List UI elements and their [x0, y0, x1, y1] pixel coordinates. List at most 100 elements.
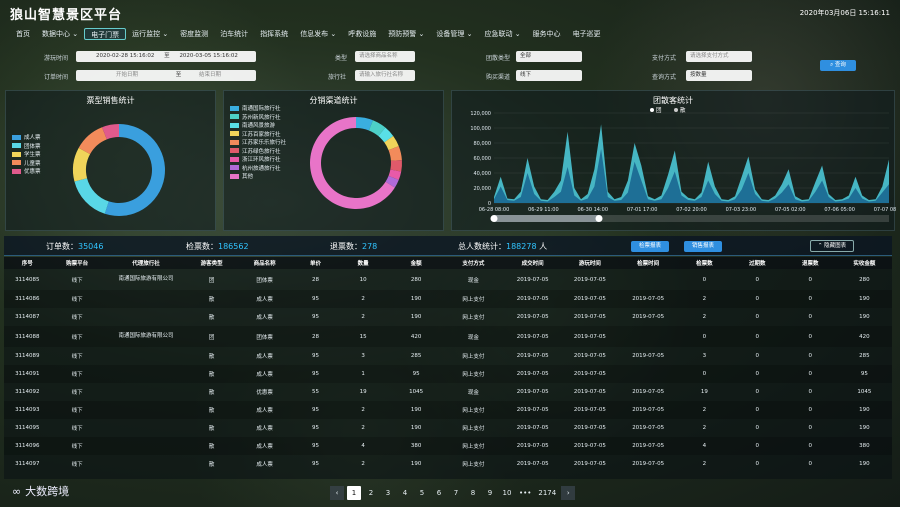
- column-header[interactable]: 数量: [357, 261, 369, 267]
- column-header[interactable]: 单价: [309, 261, 321, 267]
- ticket-type-title: 票型销售统计: [86, 96, 135, 105]
- table-cell: 线下: [71, 390, 83, 396]
- nav-item-13[interactable]: 电子巡更: [567, 28, 607, 40]
- table-row[interactable]: 3114097 线下 散 成人票 95 2 190 网上支付 2019-07-05 2019-07…: [4, 455, 892, 473]
- column-header[interactable]: 过期数: [749, 261, 766, 267]
- column-header[interactable]: 游玩时间: [578, 261, 601, 267]
- legend-dot: [674, 108, 678, 112]
- table-row[interactable]: 3114085 线下 南通国际旅游有限公司 团 团体票 28 10 280 现金 2019-07-…: [4, 269, 892, 290]
- nav-item-8[interactable]: 呼救设施: [342, 28, 382, 40]
- table-cell: 现金: [467, 390, 479, 396]
- y-tick: 20,000: [474, 186, 492, 192]
- column-header[interactable]: 检票数: [696, 261, 713, 267]
- table-row[interactable]: 3114092 线下 散 优惠票 55 19 1045 现金 2019-07-05 2019-07…: [4, 383, 892, 401]
- table-cell: 团: [208, 334, 215, 341]
- column-header[interactable]: 检票时间: [637, 261, 660, 267]
- collapse-chart-button[interactable]: ⌃ 隐藏图表: [810, 240, 854, 252]
- legend-item: 杭州旅通旅行社: [230, 164, 286, 173]
- next-page-button[interactable]: ›: [561, 486, 576, 500]
- page-button[interactable]: 1: [347, 486, 361, 500]
- nav-item-3[interactable]: 运行监控 ⌄: [126, 28, 174, 40]
- table-row[interactable]: 3114096 线下 散 成人票 95 4 380 网上支付 2019-07-05 2019-07…: [4, 437, 892, 455]
- column-header[interactable]: 金额: [410, 261, 422, 267]
- table-row[interactable]: 3114087 线下 散 成人票 95 2 190 网上支付 2019-07-05 2019-07…: [4, 308, 892, 326]
- table-cell: 190: [410, 425, 422, 431]
- nav-item-4[interactable]: 密度监测: [174, 28, 214, 40]
- page-button[interactable]: 5: [419, 489, 425, 497]
- last-page-button[interactable]: 2174: [538, 489, 557, 497]
- nav-item-7[interactable]: 信息发布 ⌄: [294, 28, 342, 40]
- table-cell: [104, 419, 189, 437]
- query-type-select[interactable]: 按数量: [686, 70, 752, 81]
- nav-item-10[interactable]: 设备管理 ⌄: [430, 28, 478, 40]
- column-header[interactable]: 实收金额: [853, 261, 876, 267]
- nav-item-label: 泊车统计: [220, 30, 249, 38]
- zoom-handle-left[interactable]: [490, 215, 498, 222]
- page-button[interactable]: 4: [402, 489, 408, 497]
- legend-label: 散: [680, 106, 686, 114]
- page-button[interactable]: 9: [487, 489, 493, 497]
- column-header[interactable]: 代理旅行社: [132, 261, 160, 267]
- sale-report-button[interactable]: 销售报表: [684, 241, 722, 252]
- page-button[interactable]: 10: [502, 489, 512, 497]
- table-row[interactable]: 3114095 线下 散 成人票 95 2 190 网上支付 2019-07-05 2019-07…: [4, 419, 892, 437]
- table-row[interactable]: 3114088 线下 南通国际旅游有限公司 团 团体票 28 15 420 现金 2019-07-…: [4, 326, 892, 347]
- table-cell: 2019-07-05: [516, 461, 549, 467]
- zoom-window[interactable]: [494, 215, 599, 222]
- page-button[interactable]: 2: [368, 489, 374, 497]
- nav-item-9[interactable]: 预防预警 ⌄: [382, 28, 430, 40]
- page-button[interactable]: 3: [385, 489, 391, 497]
- group-type-select[interactable]: 全部: [516, 51, 582, 62]
- table-row[interactable]: 3114091 线下 散 成人票 95 1 95 网上支付 2019-07-05 2019-07-…: [4, 365, 892, 383]
- travel-start: 2020-02-28 15:16:02: [96, 53, 155, 59]
- pagination: ‹ 1 2 3 4 5 6 7 8 9 10 ••• 2174 ›: [330, 486, 576, 500]
- type-select[interactable]: 请选择商品名称: [355, 51, 415, 62]
- nav-item-12[interactable]: 服务中心: [527, 28, 567, 40]
- table-cell: 95: [860, 371, 868, 377]
- table-row[interactable]: 3114089 线下 散 成人票 95 3 285 网上支付 2019-07-05 2019-07…: [4, 347, 892, 365]
- table-cell: 0: [808, 333, 813, 340]
- column-header[interactable]: 序号: [21, 261, 33, 267]
- table-cell: 2019-07-05: [516, 333, 549, 340]
- nav-item-6[interactable]: 指挥系统: [254, 28, 294, 40]
- donut-slice: [378, 127, 394, 143]
- search-button[interactable]: ⌕ 查询: [820, 60, 856, 71]
- column-header[interactable]: 退票数: [802, 261, 819, 267]
- donut-slice: [388, 169, 402, 180]
- column-header[interactable]: 成交时间: [521, 261, 544, 267]
- table-cell: 散: [208, 426, 215, 432]
- page-button[interactable]: 7: [453, 489, 459, 497]
- travel-date-range[interactable]: 2020-02-28 15:16:02 至 2020-03-05 15:16:0…: [76, 51, 256, 62]
- page-button[interactable]: 6: [436, 489, 442, 497]
- zoom-track: [494, 215, 889, 222]
- legend-label: 其他: [242, 174, 254, 181]
- table-cell: [619, 269, 678, 290]
- column-header[interactable]: 游客类型: [200, 261, 223, 267]
- table-cell: 散: [208, 372, 215, 378]
- table-row[interactable]: 3114093 线下 散 成人票 95 2 190 网上支付 2019-07-05 2019-07…: [4, 401, 892, 419]
- pay-select[interactable]: 请选择支付方式: [686, 51, 752, 62]
- legend-label: 成人票: [24, 135, 41, 142]
- table-cell: 优惠票: [256, 390, 273, 396]
- agency-input[interactable]: 请输入旅行社名称: [355, 70, 415, 81]
- buy-channel-select[interactable]: 线下: [516, 70, 582, 81]
- zoom-handle-right[interactable]: [595, 215, 603, 222]
- table-row[interactable]: 3114086 线下 散 成人票 95 2 190 网上支付 2019-07-05 2019-07…: [4, 290, 892, 308]
- table-cell: 10: [359, 276, 367, 283]
- table-cell: 95: [412, 371, 420, 377]
- chevron-up-icon: ⌃: [817, 243, 825, 249]
- page-button[interactable]: 8: [470, 489, 476, 497]
- order-date-range[interactable]: 开始日期 至 结束日期: [76, 70, 256, 81]
- column-header[interactable]: 商品名称: [253, 261, 276, 267]
- nav-item-5[interactable]: 泊车统计: [214, 28, 254, 40]
- nav-item-11[interactable]: 应急联动 ⌄: [478, 28, 526, 40]
- table-cell: 0: [702, 333, 707, 340]
- nav-item-1[interactable]: 数据中心 ⌄: [36, 28, 84, 40]
- column-header[interactable]: 支付方式: [462, 261, 485, 267]
- nav-item-2[interactable]: 电子门票: [84, 28, 127, 40]
- check-report-button[interactable]: 检票报表: [631, 241, 669, 252]
- prev-page-button[interactable]: ‹: [330, 486, 344, 500]
- column-header[interactable]: 购票平台: [66, 261, 89, 267]
- page-ellipsis[interactable]: •••: [519, 489, 532, 497]
- nav-item-0[interactable]: 首页: [10, 28, 36, 40]
